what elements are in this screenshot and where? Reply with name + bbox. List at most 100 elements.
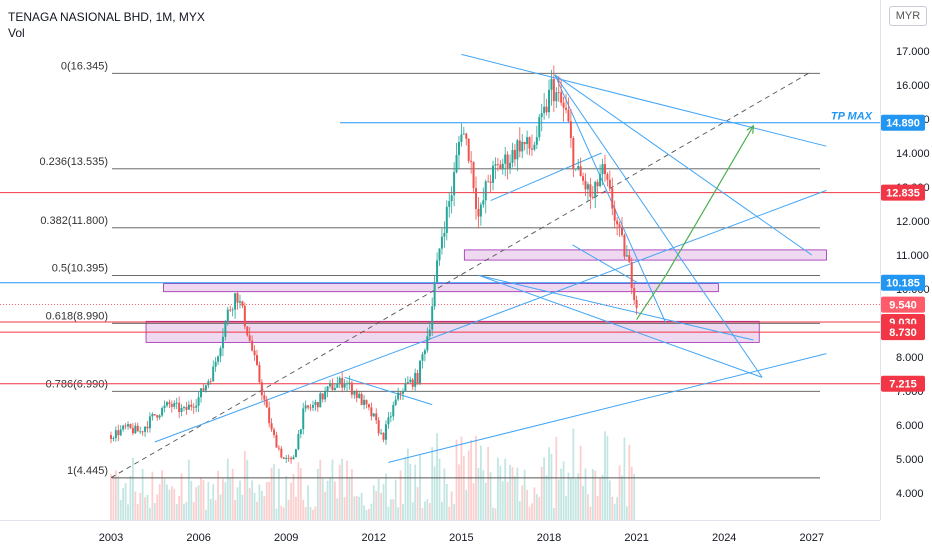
candle-body (226, 309, 229, 322)
candle-body (438, 248, 441, 261)
volume-bar (445, 483, 448, 520)
volume-bar (552, 508, 555, 520)
trendline (572, 244, 637, 283)
candle-body (346, 383, 349, 385)
candle-body (246, 326, 249, 336)
candle-body (416, 373, 419, 384)
candle-body (511, 149, 514, 163)
candle-body (258, 364, 261, 383)
candle-body (494, 164, 497, 166)
volume-bar (540, 466, 543, 520)
y-tick-label: 16.000 (896, 80, 930, 92)
trendline (344, 376, 433, 406)
candle-body (131, 427, 134, 434)
candle-body (530, 148, 533, 150)
candle-body (282, 457, 285, 459)
trendline (461, 53, 827, 147)
volume-bar (136, 504, 139, 520)
candle-body (207, 381, 210, 386)
volume-bar (175, 503, 178, 520)
volume-indicator-label[interactable]: Vol (8, 26, 25, 40)
volume-bar (621, 475, 623, 520)
volume-bar (548, 447, 550, 520)
volume-bar (625, 506, 628, 520)
volume-bar (489, 472, 492, 520)
candle-body (414, 373, 417, 387)
volume-bar (433, 466, 436, 520)
volume-bar (178, 495, 181, 520)
candle-body (516, 140, 519, 160)
volume-bar (416, 487, 419, 520)
candle-body (163, 405, 166, 409)
volume-bar (119, 500, 122, 520)
candle-body (625, 255, 628, 257)
volume-bar (377, 478, 380, 520)
currency-button[interactable]: MYR (889, 6, 927, 26)
volume-bar (601, 474, 604, 520)
candle-body (178, 402, 181, 413)
volume-bar (538, 496, 541, 520)
volume-bar (494, 508, 497, 520)
volume-bar (299, 468, 302, 520)
price-badge (881, 296, 925, 313)
candle-body (608, 179, 611, 188)
volume-bar (207, 481, 210, 520)
candle-body (584, 180, 587, 190)
candle-body (623, 234, 626, 257)
volume-bar (604, 431, 606, 520)
candle-body (499, 164, 502, 170)
volume-bar (117, 476, 120, 520)
candle-body (523, 141, 526, 145)
price-badge (881, 324, 925, 341)
volume-bar (526, 489, 528, 520)
volume-bar (550, 453, 553, 520)
candle-body (144, 426, 147, 432)
candle-body (496, 164, 499, 166)
volume-bar (348, 477, 351, 520)
candle-body (187, 404, 190, 410)
candle-body (273, 429, 276, 435)
volume-bar (192, 501, 195, 520)
candle-body (265, 399, 268, 408)
volume-bar (599, 478, 601, 520)
candle-body (309, 407, 312, 409)
volume-bar (151, 471, 154, 520)
candle-body (129, 424, 132, 428)
volume-bar (205, 509, 207, 520)
candle-body (428, 329, 431, 337)
candle-body (543, 106, 546, 114)
volume-bar (387, 506, 390, 520)
candle-body (582, 176, 585, 181)
volume-bar (187, 459, 190, 520)
volume-bar (531, 503, 533, 520)
candle-body (202, 388, 205, 391)
trendline (554, 74, 667, 324)
volume-bar (465, 490, 468, 520)
trendline (478, 274, 763, 378)
candle-body (331, 383, 334, 391)
volume-bar (256, 501, 258, 520)
price-badge-value: 8.730 (889, 327, 917, 339)
volume-bar (487, 446, 490, 520)
y-tick-label: 6.000 (896, 420, 924, 432)
price-badge-value: 7.215 (889, 379, 917, 391)
volume-bar (351, 469, 353, 520)
volume-bar (229, 477, 232, 520)
candle-body (214, 361, 217, 367)
volume-bar (170, 486, 173, 520)
candle-body (389, 416, 392, 418)
candle-body (560, 92, 563, 103)
candle-body (467, 138, 470, 161)
volume-bar (333, 481, 336, 520)
candle-body (555, 92, 558, 102)
volume-bar (280, 505, 283, 520)
candle-body (367, 404, 370, 408)
candle-body (311, 404, 314, 408)
candle-body (212, 366, 215, 382)
candle-body (462, 133, 465, 135)
x-tick-label: 2027 (800, 532, 824, 544)
candle-body (601, 164, 604, 175)
volume-bar (127, 504, 129, 520)
candle-body (411, 379, 414, 387)
